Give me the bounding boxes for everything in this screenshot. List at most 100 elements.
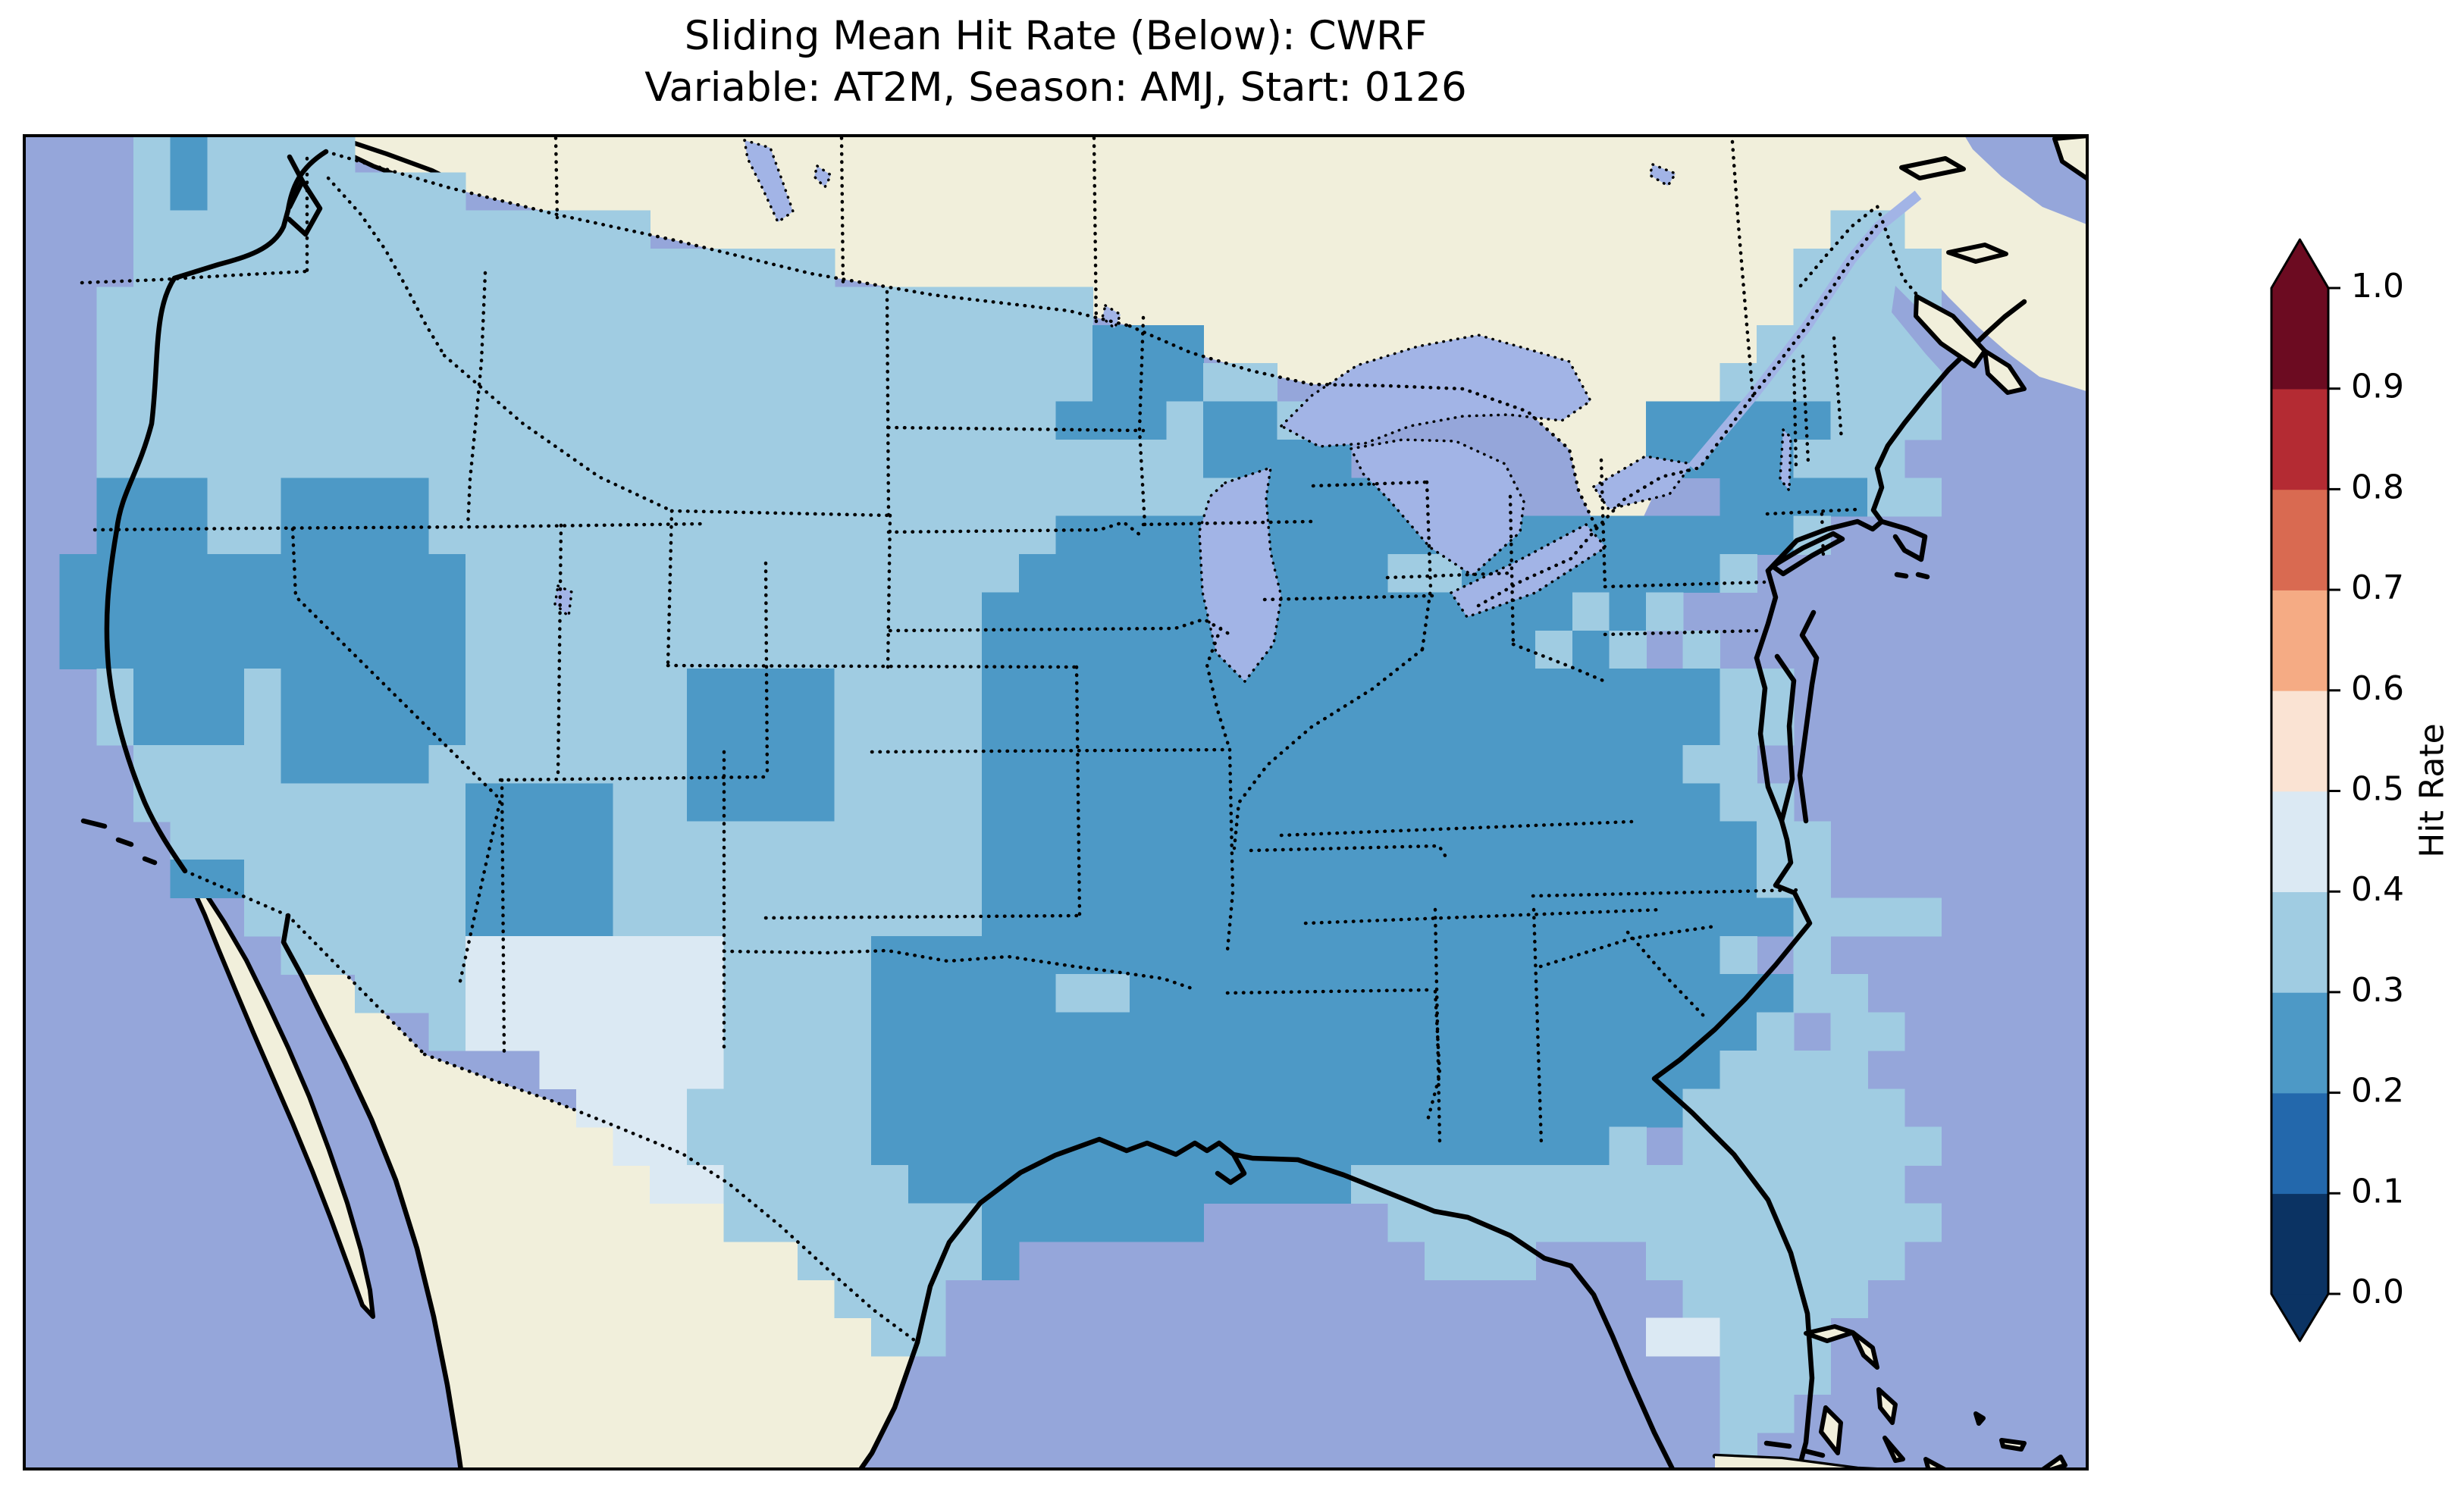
grid-cell bbox=[318, 324, 356, 364]
colorbar-tick-label: 1.0 bbox=[2351, 267, 2404, 305]
grid-cell bbox=[465, 744, 503, 784]
grid-cell bbox=[1129, 440, 1168, 479]
grid-cell bbox=[1535, 744, 1573, 784]
colorbar-tick-label: 0.2 bbox=[2351, 1072, 2404, 1110]
grid-cell bbox=[908, 821, 946, 860]
grid-cell bbox=[1572, 1012, 1610, 1051]
grid-cell bbox=[539, 897, 577, 937]
grid-cell bbox=[1425, 706, 1462, 746]
grid-cell bbox=[871, 1279, 909, 1319]
grid-cell bbox=[281, 401, 318, 440]
grid-cell bbox=[465, 669, 503, 708]
colorbar-segment bbox=[2271, 991, 2328, 1094]
grid-cell bbox=[1129, 515, 1168, 555]
grid-cell bbox=[797, 287, 835, 326]
grid-cell bbox=[686, 287, 725, 326]
grid-cell bbox=[1498, 1012, 1536, 1051]
grid-cell bbox=[1461, 669, 1500, 708]
grid-cell bbox=[1572, 1088, 1610, 1128]
grid-cell bbox=[1719, 821, 1757, 860]
grid-cell bbox=[281, 669, 318, 708]
grid-cell bbox=[834, 1279, 872, 1319]
grid-cell bbox=[945, 592, 983, 631]
grid-cell bbox=[539, 935, 577, 975]
grid-cell bbox=[650, 363, 688, 402]
grid-cell bbox=[1719, 1203, 1757, 1242]
puget-sound bbox=[286, 154, 323, 237]
grid-cell bbox=[575, 974, 614, 1013]
grid-cell bbox=[502, 440, 540, 479]
grid-cell bbox=[354, 210, 393, 249]
grid-cell bbox=[502, 287, 540, 326]
grid-cell bbox=[1793, 1203, 1832, 1242]
grid-cell bbox=[502, 210, 540, 249]
grid-cell bbox=[797, 324, 835, 364]
grid-cell bbox=[834, 974, 872, 1013]
grid-cell bbox=[391, 706, 429, 746]
grid-cell bbox=[613, 401, 650, 440]
grid-cell bbox=[318, 592, 356, 631]
grid-cell bbox=[797, 630, 835, 669]
grid-cell bbox=[1018, 440, 1057, 479]
grid-cell bbox=[945, 554, 983, 594]
grid-cell bbox=[502, 706, 540, 746]
grid-cell bbox=[133, 478, 171, 517]
grid-cell bbox=[1498, 935, 1536, 975]
grid-cell bbox=[1129, 706, 1168, 746]
grid-cell bbox=[1314, 860, 1352, 899]
grid-cell bbox=[1682, 1050, 1721, 1089]
grid-cell bbox=[465, 974, 503, 1013]
grid-cell bbox=[1314, 515, 1352, 555]
grid-cell bbox=[1535, 630, 1573, 669]
grid-cell bbox=[354, 324, 393, 364]
grid-cell bbox=[244, 860, 282, 899]
grid-cell bbox=[797, 706, 835, 746]
grid-cell bbox=[575, 1012, 614, 1051]
grid-cell bbox=[1203, 1012, 1241, 1051]
grid-cell bbox=[908, 1012, 946, 1051]
grid-cell bbox=[244, 440, 282, 479]
grid-cell bbox=[170, 592, 208, 631]
grid-cell bbox=[281, 706, 318, 746]
grid-cell bbox=[575, 935, 614, 975]
grid-cell bbox=[281, 821, 318, 860]
grid-cell bbox=[1609, 897, 1647, 937]
grid-cell bbox=[723, 821, 761, 860]
grid-cell bbox=[1425, 744, 1462, 784]
grid-cell bbox=[1719, 706, 1757, 746]
grid-cell bbox=[871, 1241, 909, 1280]
grid-cell bbox=[170, 324, 208, 364]
grid-cell bbox=[539, 783, 577, 822]
grid-cell bbox=[1166, 706, 1204, 746]
grid-cell bbox=[613, 515, 650, 555]
grid-cell bbox=[170, 515, 208, 555]
grid-cell bbox=[1425, 669, 1462, 708]
grid-cell bbox=[982, 440, 1020, 479]
grid-cell bbox=[871, 821, 909, 860]
grid-cell bbox=[1609, 515, 1647, 555]
grid-cell bbox=[575, 630, 614, 669]
grid-cell bbox=[1055, 478, 1093, 517]
grid-cell bbox=[1461, 1050, 1500, 1089]
grid-cell bbox=[391, 172, 429, 211]
grid-cell bbox=[908, 515, 946, 555]
grid-cell bbox=[1461, 935, 1500, 975]
grid-cell bbox=[1018, 630, 1057, 669]
grid-cell bbox=[1646, 897, 1684, 937]
grid-cell bbox=[318, 821, 356, 860]
grid-cell bbox=[760, 974, 798, 1013]
grid-cell bbox=[428, 324, 466, 364]
grid-cell bbox=[1830, 1050, 1868, 1089]
grid-cell bbox=[281, 515, 318, 555]
grid-cell bbox=[686, 401, 725, 440]
colorbar-label: Hit Rate bbox=[2412, 723, 2452, 858]
grid-cell bbox=[1461, 974, 1500, 1013]
grid-cell bbox=[613, 821, 650, 860]
grid-cell bbox=[945, 440, 983, 479]
grid-cell bbox=[1425, 974, 1462, 1013]
grid-cell bbox=[834, 1241, 872, 1280]
grid-cell bbox=[1055, 363, 1093, 402]
grid-cell bbox=[502, 249, 540, 288]
grid-cell bbox=[354, 706, 393, 746]
grid-cell bbox=[1314, 744, 1352, 784]
